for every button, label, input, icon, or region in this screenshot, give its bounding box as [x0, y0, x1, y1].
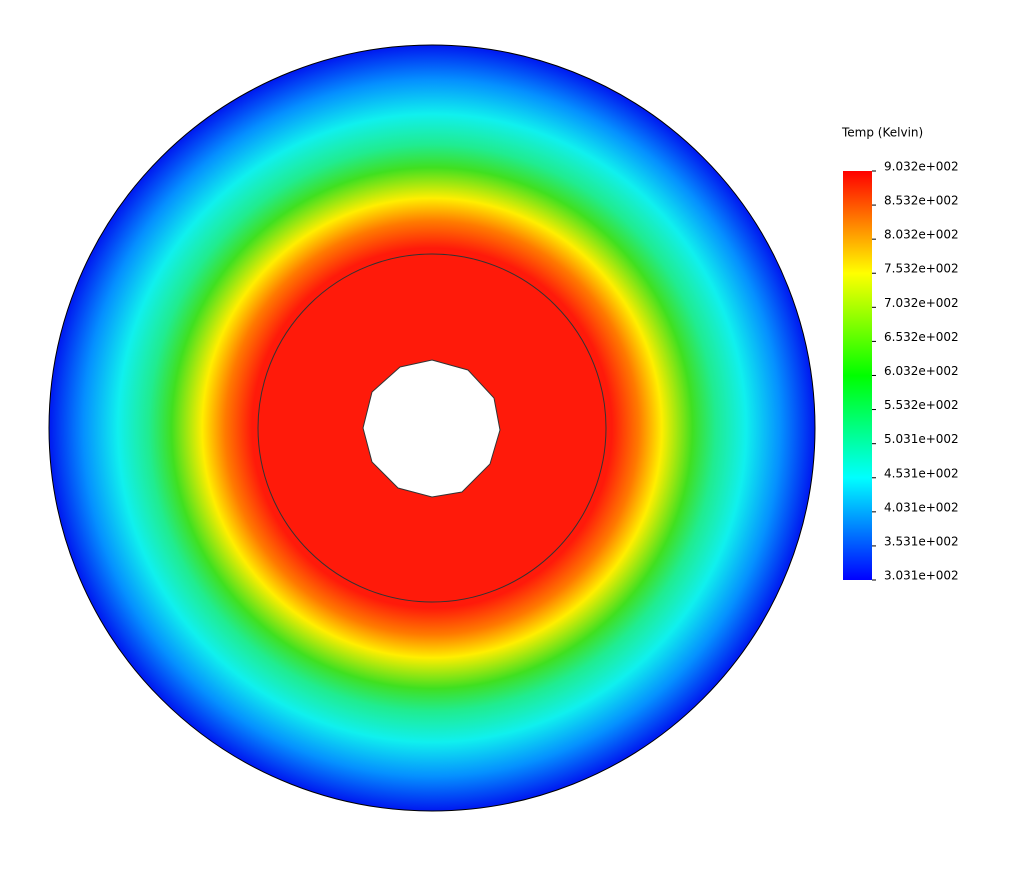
center-hole — [362, 359, 501, 498]
colorbar-tick-label: 8.032e+002 — [884, 228, 959, 242]
colorbar-tick-label: 5.532e+002 — [884, 398, 959, 412]
colorbar-tick-label: 8.532e+002 — [884, 194, 959, 208]
colorbar-tick-label: 4.031e+002 — [884, 500, 959, 514]
colorbar — [843, 171, 872, 580]
colorbar-tick-label: 6.532e+002 — [884, 330, 959, 344]
colorbar-tick-label: 3.031e+002 — [884, 569, 959, 583]
colorbar-tick-label: 7.032e+002 — [884, 296, 959, 310]
colorbar-tick-label: 7.532e+002 — [884, 262, 959, 276]
colorbar-tick-label: 3.531e+002 — [884, 534, 959, 548]
colorbar-tick-label: 9.032e+002 — [884, 160, 959, 174]
colorbar-tick-label: 6.032e+002 — [884, 364, 959, 378]
colorbar-tick-label: 4.531e+002 — [884, 466, 959, 480]
colorbar-tick-label: 5.031e+002 — [884, 432, 959, 446]
colorbar-title: Temp (Kelvin) — [841, 126, 923, 140]
